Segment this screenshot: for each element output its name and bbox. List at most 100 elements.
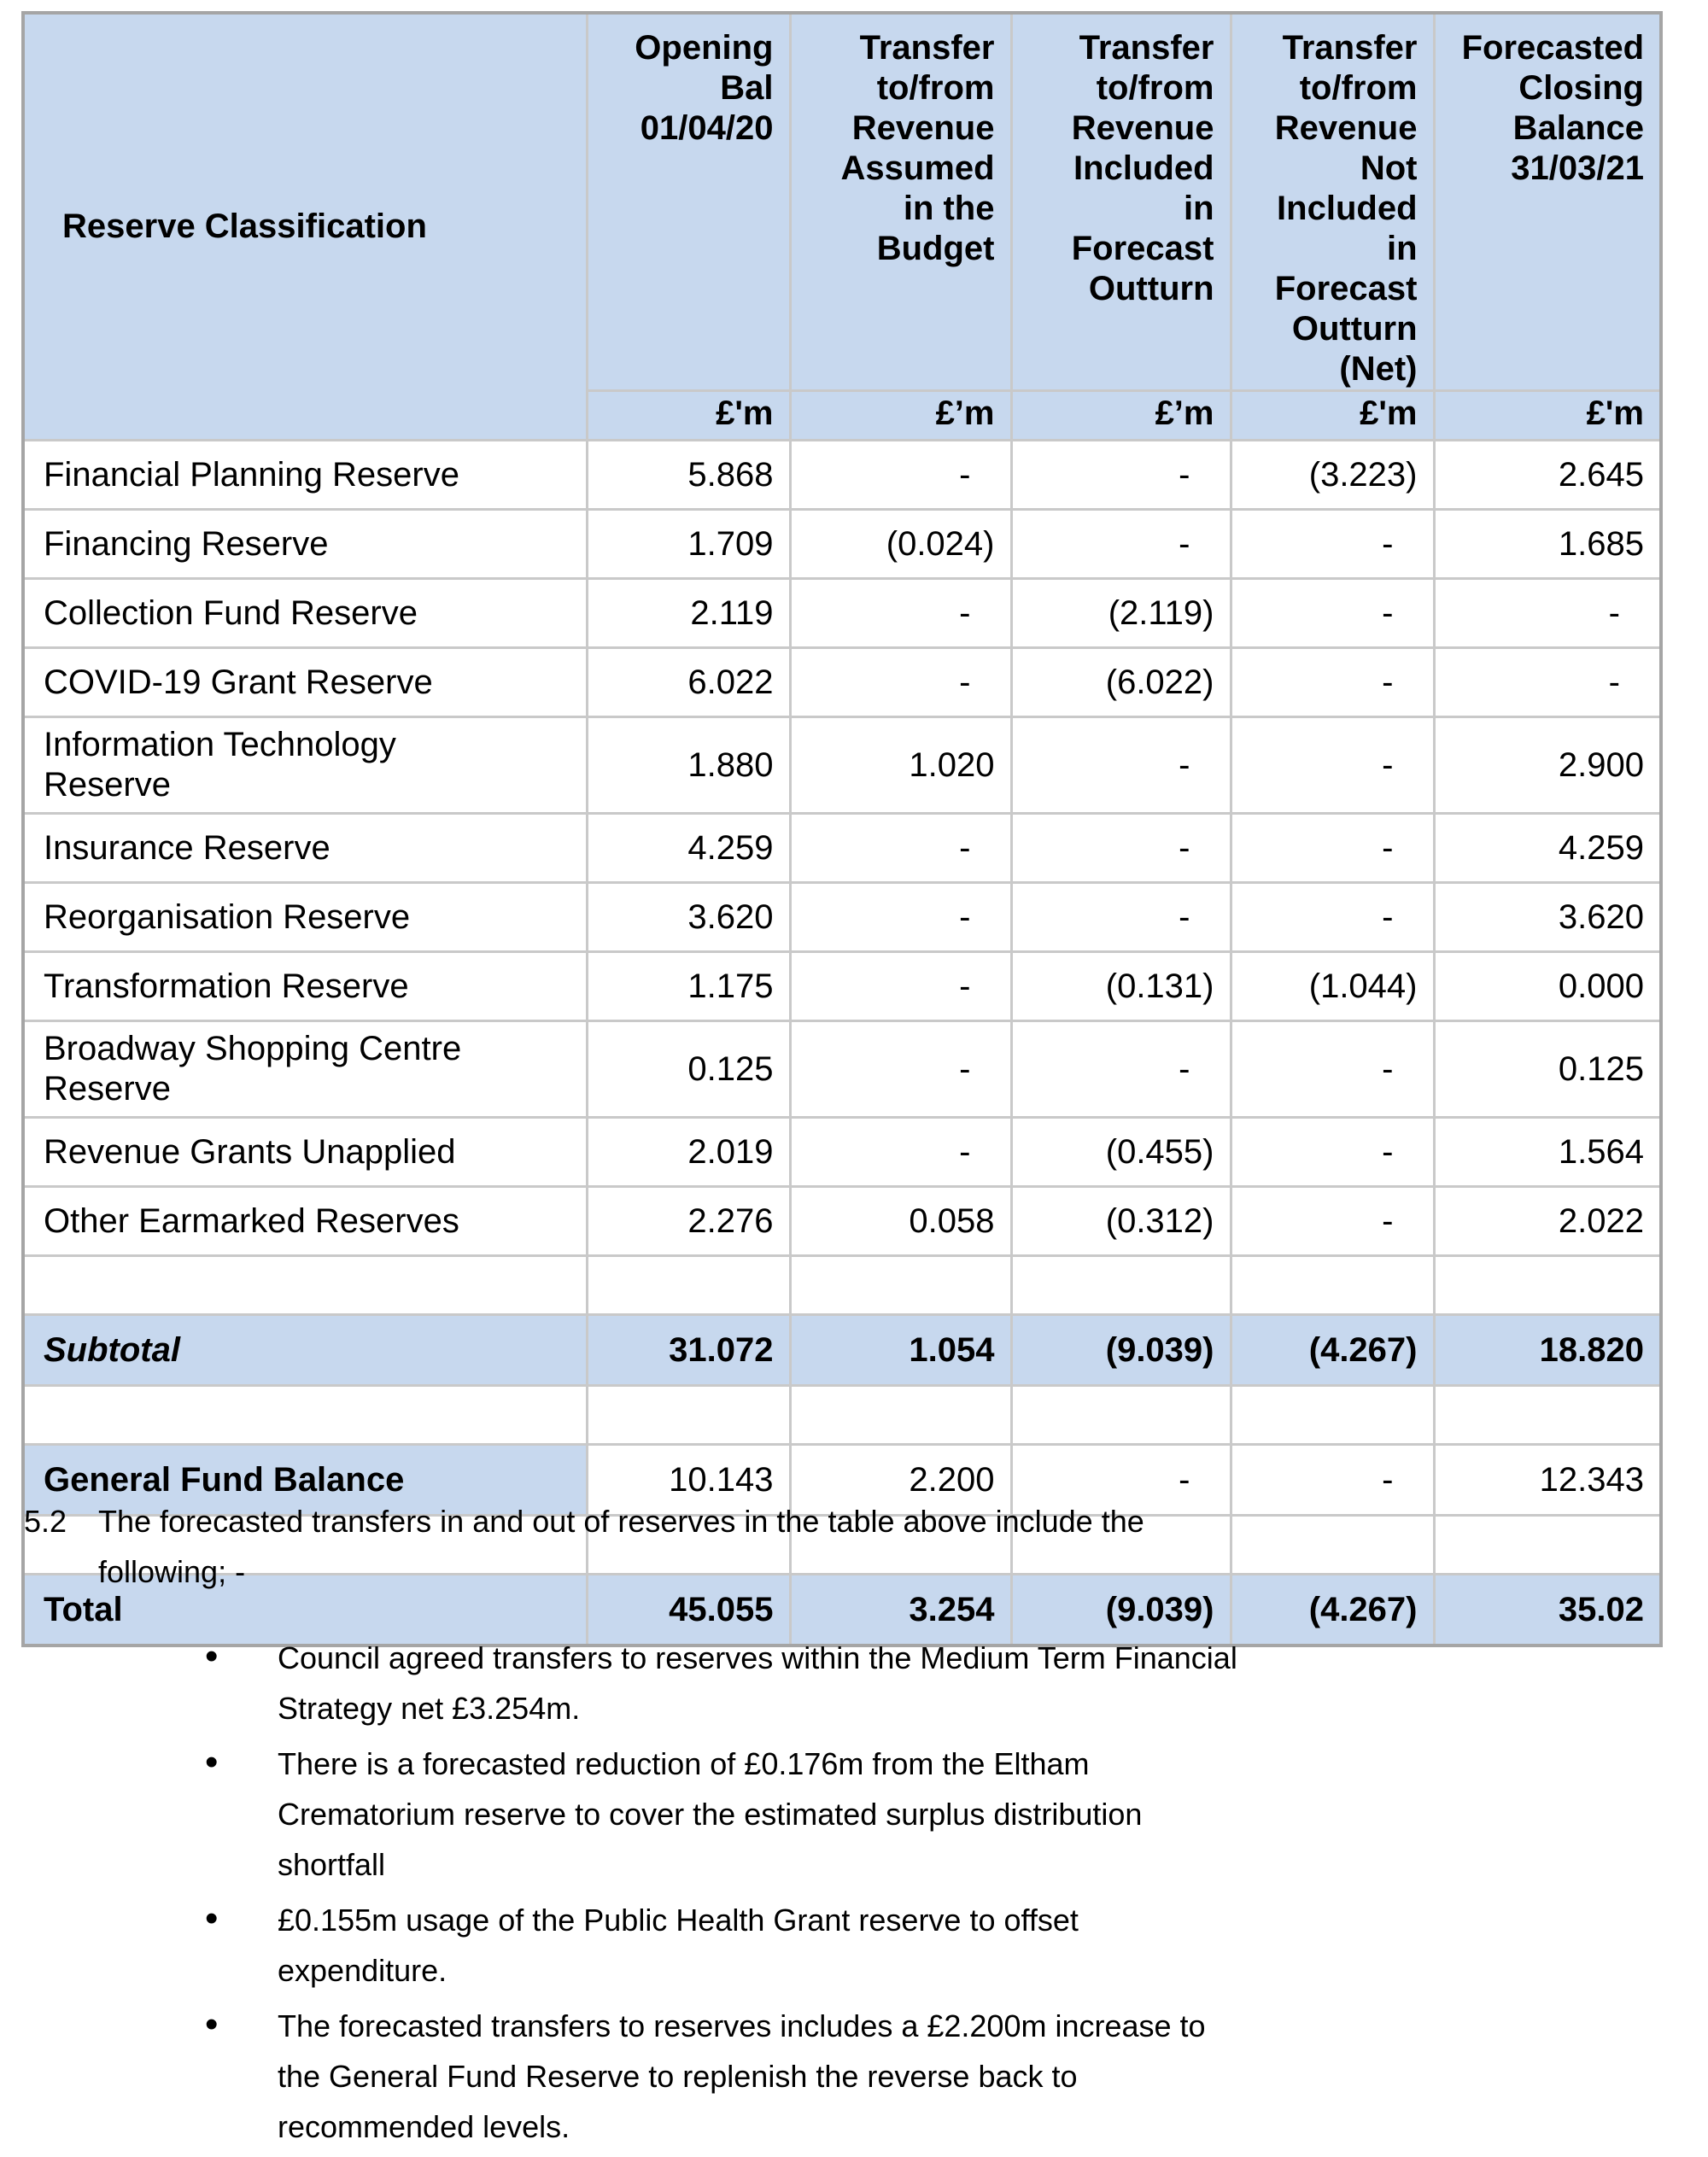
table-row-4: Information Technology Reserve 1.880 1.020… [21, 716, 1663, 815]
value-cell: 2.119 [585, 577, 792, 649]
row-label-cell: Other Earmarked Reserves [21, 1185, 588, 1257]
row-label-cell: Financing Reserve [21, 508, 588, 580]
value-cell: - [1229, 577, 1436, 649]
value-cell: - [788, 577, 1013, 649]
row-label-cell [21, 1514, 588, 1575]
value-cell [1229, 1514, 1436, 1575]
value-cell: - [788, 646, 1013, 718]
value-cell: (1.044) [1229, 950, 1436, 1022]
table-row-9: Revenue Grants Unapplied 2.019- (0.455) -1.… [21, 1116, 1663, 1188]
header-title-row: Reserve Classification Opening Bal 01/04/… [21, 11, 1663, 441]
value-cell: - [1009, 439, 1232, 511]
value-cell: 1.880 [585, 716, 792, 815]
table-row-6: Reorganisation Reserve 3.620- - -3.620 [21, 881, 1663, 953]
value-cell [585, 1514, 792, 1575]
value-cell: - [788, 1020, 1013, 1119]
value-cell: 10.143 [585, 1443, 792, 1517]
value-cell: 3.620 [1432, 881, 1663, 953]
row-label-cell: Financial Planning Reserve [21, 439, 588, 511]
value-cell: - [1009, 881, 1232, 953]
reserves-table-header: Reserve Classification Opening Bal 01/04/… [21, 11, 1663, 441]
header-cell-reserve-classification: Reserve Classification [21, 11, 588, 441]
value-cell: - [1009, 716, 1232, 815]
value-cell [788, 1514, 1013, 1575]
header-cell-col-2: Transfer to/from Revenue Assumed in the … [788, 11, 1013, 392]
value-cell: 1.054 [788, 1313, 1013, 1387]
header-cell-col-4: Transfer to/from Revenue Not Included in… [1229, 11, 1436, 392]
value-cell: 2.900 [1432, 716, 1663, 815]
value-cell: - [1229, 1116, 1436, 1188]
paragraph-text: The forecasted transfers in and out of r… [98, 1504, 1144, 1589]
value-cell: 2.200 [788, 1443, 1013, 1517]
table-row-10: Other Earmarked Reserves 2.276 0.058 (0.312… [21, 1185, 1663, 1257]
row-label-cell: Subtotal [21, 1313, 588, 1387]
table-row-0: Financial Planning Reserve 5.868- - (3.223)… [21, 439, 1663, 511]
value-cell [1009, 1384, 1232, 1446]
bullet-item-1: Council agreed transfers to reserves wit… [24, 1631, 1672, 1733]
value-cell: - [1229, 1020, 1436, 1119]
spacer-row [21, 1254, 1663, 1316]
value-cell: 1.709 [585, 508, 792, 580]
row-label-cell: Insurance Reserve [21, 812, 588, 884]
row-label-cell: Revenue Grants Unapplied [21, 1116, 588, 1188]
spacer-row [21, 1384, 1663, 1446]
value-cell: - [1432, 577, 1663, 649]
value-cell: 4.259 [1432, 812, 1663, 884]
value-cell: (0.024) [788, 508, 1013, 580]
value-cell: - [788, 812, 1013, 884]
value-cell: (0.312) [1009, 1185, 1232, 1257]
value-cell: 0.125 [1432, 1020, 1663, 1119]
value-cell: - [1009, 508, 1232, 580]
value-cell [788, 1254, 1013, 1316]
unit-cell-col-4: £'m [1229, 389, 1436, 441]
value-cell: - [788, 439, 1013, 511]
header-unit-row: £'m £’m £’m £'m £'m [23, 389, 1663, 441]
value-cell: - [1229, 716, 1436, 815]
row-label-cell: COVID-19 Grant Reserve [21, 646, 588, 718]
value-cell: 4.259 [585, 812, 792, 884]
value-cell [1432, 1384, 1663, 1446]
unit-cell-col-3: £’m [1009, 389, 1232, 441]
row-label-cell: Transformation Reserve [21, 950, 588, 1022]
value-cell [1009, 1514, 1232, 1575]
value-cell: - [788, 1116, 1013, 1188]
header-cell-col-5: Forecasted Closing Balance 31/03/21 [1432, 11, 1663, 392]
table-row-1: Financing Reserve 1.709 (0.024) - -1.685 [21, 508, 1663, 580]
value-cell: 2.022 [1432, 1185, 1663, 1257]
value-cell: (3.223) [1229, 439, 1436, 511]
unit-cell-col-5: £'m [1432, 389, 1663, 441]
value-cell: - [788, 881, 1013, 953]
bullet-item-3: £0.155m usage of the Public Health Grant… [24, 1893, 1672, 1996]
bullet-list: Council agreed transfers to reserves wit… [24, 1631, 1672, 2152]
header-cell-col-1: Opening Bal 01/04/20 [585, 11, 792, 392]
table-row-7: Transformation Reserve 1.175- (0.131) (1.04… [21, 950, 1663, 1022]
table-row-8: Broadway Shopping Centre Reserve 0.125- - -… [21, 1020, 1663, 1119]
value-cell: - [1229, 1443, 1436, 1517]
value-cell: - [1229, 881, 1436, 953]
value-cell: 31.072 [585, 1313, 792, 1387]
row-label-cell: Broadway Shopping Centre Reserve [21, 1020, 588, 1119]
value-cell: 18.820 [1432, 1313, 1663, 1387]
row-label-cell: Information Technology Reserve [21, 716, 588, 815]
value-cell [1009, 1254, 1232, 1316]
value-cell: 1.020 [788, 716, 1013, 815]
value-cell: 3.620 [585, 881, 792, 953]
value-cell: 0.058 [788, 1185, 1013, 1257]
value-cell [585, 1254, 792, 1316]
table-row-12: Subtotal 31.072 1.054 (9.039) (4.267) 18.820 [21, 1313, 1663, 1387]
value-cell: - [1229, 646, 1436, 718]
reserves-table-body: Financial Planning Reserve 5.868- - (3.223)… [21, 439, 1663, 1647]
value-cell: - [1009, 1020, 1232, 1119]
row-label-cell [21, 1254, 588, 1316]
value-cell: (0.455) [1009, 1116, 1232, 1188]
value-cell: - [1229, 1185, 1436, 1257]
notes-paragraph: 5.2 The forecasted transfers in and out … [24, 1496, 1672, 1597]
value-cell [788, 1384, 1013, 1446]
bullet-item-4: The forecasted transfers to reserves inc… [24, 1999, 1672, 2152]
value-cell: 2.645 [1432, 439, 1663, 511]
value-cell: 1.564 [1432, 1116, 1663, 1188]
value-cell: - [1432, 646, 1663, 718]
value-cell [1432, 1254, 1663, 1316]
value-cell [1229, 1254, 1436, 1316]
value-cell: 0.000 [1432, 950, 1663, 1022]
